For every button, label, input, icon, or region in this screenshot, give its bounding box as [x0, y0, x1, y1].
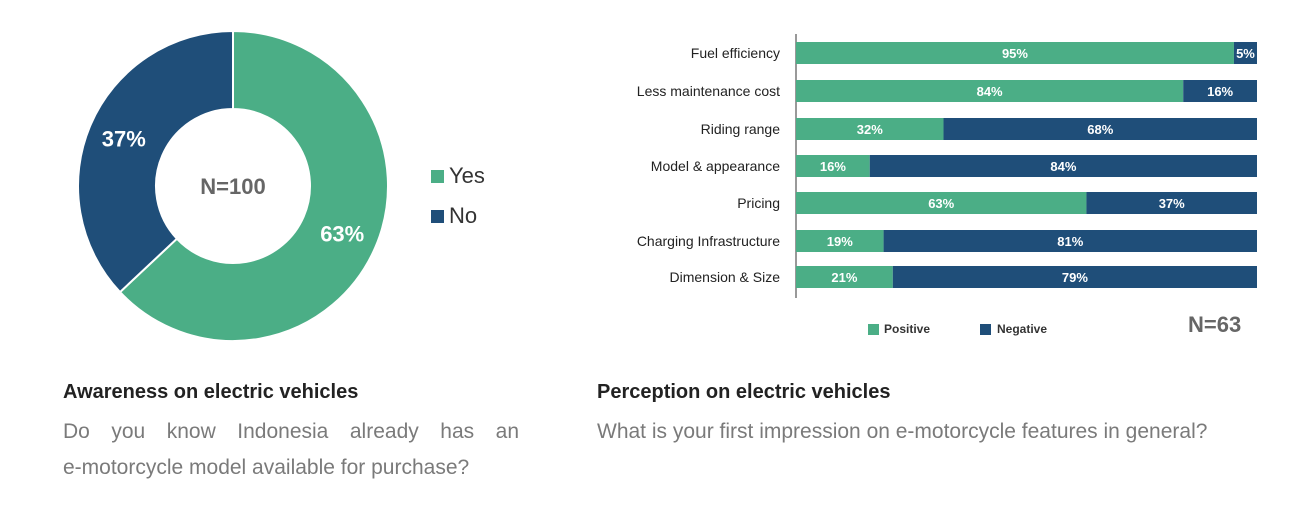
bar-negative — [892, 266, 1257, 288]
bar-positive — [796, 118, 944, 140]
bar-negative — [943, 118, 1257, 140]
category-label: Pricing — [737, 195, 780, 211]
bar-value-label: 95% — [1002, 46, 1028, 61]
bar-negative — [1233, 42, 1257, 64]
donut-chart: 63% 37% N=100 — [77, 29, 389, 342]
sample-size-label: N=63 — [1188, 312, 1242, 337]
bar-value-label: 68% — [1087, 122, 1113, 137]
category-label: Model & appearance — [651, 158, 780, 174]
bar-value-label: 81% — [1057, 234, 1083, 249]
left-panel-question-line1: Do you know Indonesia already has an — [63, 420, 519, 443]
bar-positive — [796, 266, 893, 288]
bar-negative — [883, 230, 1257, 252]
bar-value-label: 84% — [1050, 159, 1076, 174]
bar-value-label: 32% — [857, 122, 883, 137]
bar-positive — [796, 192, 1087, 214]
legend-swatch-no — [431, 210, 444, 223]
donut-label-no: 37% — [102, 127, 146, 152]
bar-negative — [869, 155, 1257, 177]
stacked-bar-chart: Fuel efficiency 95% 5% Less maintenance cos… — [637, 34, 1257, 298]
bar-positive — [796, 80, 1184, 102]
bar-value-label: 79% — [1062, 270, 1088, 285]
legend-label-negative: Negative — [997, 322, 1048, 336]
bar-positive — [796, 230, 884, 252]
legend-swatch-negative — [980, 324, 991, 335]
bar-negative — [1183, 80, 1257, 102]
category-label: Dimension & Size — [670, 269, 781, 285]
bar-value-label: 63% — [928, 196, 954, 211]
donut-slice-no — [77, 29, 234, 294]
bar-positive — [796, 42, 1234, 64]
bar-value-label: 16% — [1207, 84, 1233, 99]
right-panel-title: Perception on electric vehicles — [597, 381, 891, 403]
bar-value-label: 21% — [831, 270, 857, 285]
bar-value-label: 19% — [827, 234, 853, 249]
bar-value-label: 84% — [977, 84, 1003, 99]
legend-swatch-yes — [431, 170, 444, 183]
category-label: Fuel efficiency — [691, 45, 780, 61]
legend-swatch-positive — [868, 324, 879, 335]
bar-value-label: 37% — [1159, 196, 1185, 211]
bar-value-label: 5% — [1236, 46, 1255, 61]
left-panel-question-line2: e-motorcycle model available for purchas… — [63, 456, 470, 479]
legend-label-no: No — [449, 203, 478, 228]
donut-center-label: N=100 — [200, 174, 265, 199]
bar-positive — [796, 155, 870, 177]
legend-label-positive: Positive — [884, 322, 931, 336]
legend-label-yes: Yes — [449, 163, 485, 188]
bar-negative — [1086, 192, 1257, 214]
donut-label-yes: 63% — [320, 221, 364, 246]
bar-value-label: 16% — [820, 159, 846, 174]
category-label: Charging Infrastructure — [637, 233, 780, 249]
left-panel-title: Awareness on electric vehicles — [63, 381, 359, 403]
donut-slice-yes — [118, 29, 389, 342]
right-panel-question: What is your first impression on e-motor… — [597, 420, 1208, 443]
category-label: Less maintenance cost — [637, 83, 780, 99]
category-label: Riding range — [701, 121, 781, 137]
